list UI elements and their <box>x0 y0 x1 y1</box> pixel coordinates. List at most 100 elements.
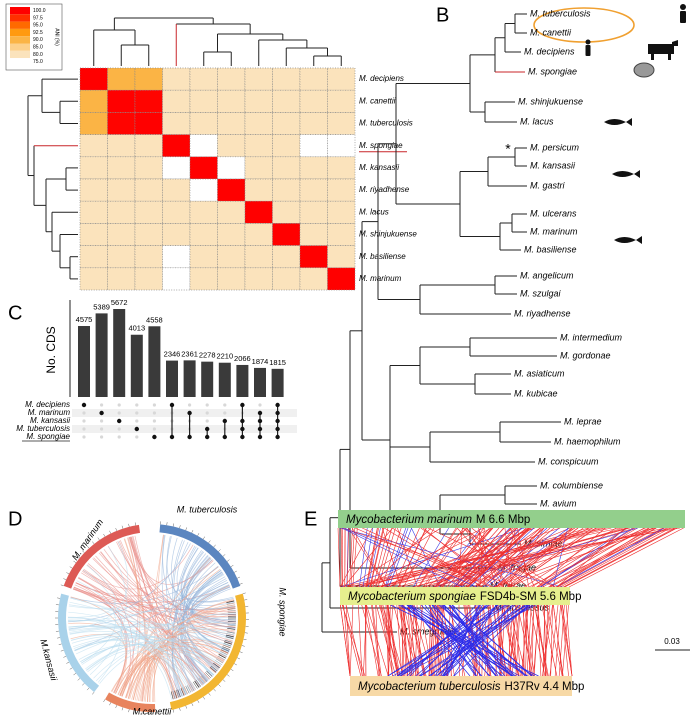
matrix-dot <box>205 426 210 432</box>
arc-tick <box>242 592 246 594</box>
link-ribbon <box>148 606 236 702</box>
synteny-link <box>536 527 635 588</box>
arc-tick <box>218 549 221 552</box>
link-ribbon <box>125 602 235 698</box>
link-ribbon <box>119 628 236 696</box>
synteny-link <box>476 527 544 588</box>
heatmap-cell <box>79 223 108 246</box>
link-ribbon <box>165 536 205 684</box>
arc-tick <box>60 584 64 587</box>
heatmap-cell <box>79 178 108 202</box>
gene-mark <box>170 691 174 700</box>
matrix-dot-bg <box>117 411 121 415</box>
heatmap-cell <box>272 223 301 246</box>
synteny-link <box>557 527 667 588</box>
synteny-link <box>466 527 504 588</box>
panel-label: C <box>8 302 22 324</box>
heatmap-cell <box>299 200 328 224</box>
taxon-label: M. shinjukuense <box>518 96 583 106</box>
synteny-link <box>342 604 362 677</box>
matrix-dot-bg <box>100 427 104 431</box>
link-ribbon <box>82 569 123 683</box>
synteny-link <box>550 604 553 677</box>
link-ribbon <box>103 548 235 633</box>
matrix-dot <box>275 402 280 408</box>
gene-mark <box>218 654 226 659</box>
link-ribbon <box>191 584 236 621</box>
gene-mark <box>192 681 198 689</box>
synteny-link <box>403 604 408 677</box>
heatmap-cell <box>217 134 246 158</box>
taxon-label: M. columbiense <box>540 480 603 490</box>
matrix-dot <box>257 418 263 424</box>
heatmap-cell <box>107 178 136 202</box>
link-ribbon <box>153 534 164 702</box>
synteny-link <box>525 604 528 677</box>
arc-tick <box>86 687 90 691</box>
matrix-dot <box>275 434 280 440</box>
gene-mark <box>175 690 179 698</box>
heatmap-cell <box>107 245 136 269</box>
link-ribbon <box>147 611 236 702</box>
heatmap-cell <box>162 112 191 135</box>
heatmap-cell <box>244 67 273 91</box>
heatmap-cell <box>162 178 191 202</box>
gene-mark <box>227 610 236 612</box>
heatmap-cell <box>244 156 273 180</box>
gene-mark <box>217 655 225 661</box>
heatmap-cell <box>244 200 273 224</box>
heatmap-cell <box>162 89 191 113</box>
arc-tick <box>244 599 248 601</box>
link-ribbon <box>70 566 219 604</box>
bar-value-label: 2066 <box>234 354 251 363</box>
arc-tick <box>226 674 230 677</box>
heatmap-cell <box>299 112 328 135</box>
gene-mark <box>226 602 235 605</box>
synteny-link <box>420 527 505 588</box>
synteny-link <box>396 604 488 677</box>
arc-tick <box>243 638 247 641</box>
heatmap-cell <box>107 267 136 291</box>
synteny-link <box>537 604 542 677</box>
legend-tick-label: 97.5 <box>33 15 43 21</box>
arc-tick <box>121 707 124 711</box>
synteny-link <box>403 527 435 588</box>
link-ribbon <box>68 604 236 613</box>
heatmap-cell <box>189 67 218 91</box>
species-label: M. basiliense <box>359 252 406 261</box>
synteny-link <box>375 527 393 588</box>
species-label: M. riyadhense <box>359 185 410 194</box>
taxon-label: M. ulcerans <box>530 208 577 218</box>
legend-tick-label: 85.0 <box>33 44 43 50</box>
link-ribbon <box>78 644 187 696</box>
synteny-link <box>379 604 401 677</box>
taxon-label: M. asiaticum <box>514 368 565 378</box>
gene-mark <box>227 629 235 632</box>
matrix-dot <box>257 410 263 416</box>
synteny-link <box>434 527 635 588</box>
synteny-link <box>548 527 653 588</box>
genome-label: M. tuberculosis <box>177 504 238 514</box>
heatmap-cell <box>107 156 136 180</box>
heatmap-cell <box>327 112 356 135</box>
matrix-dot-bg <box>205 403 209 407</box>
synteny-link <box>542 604 546 677</box>
heatmap-cell <box>299 156 328 180</box>
synteny-link <box>453 604 529 677</box>
arc-tick <box>63 578 67 580</box>
synteny-link <box>517 527 530 588</box>
arc-tick <box>86 545 90 549</box>
synteny-link <box>534 604 549 677</box>
bar-value-label: 5389 <box>93 302 110 311</box>
link-ribbon <box>80 644 203 686</box>
gene-mark <box>194 680 200 688</box>
link-ribbon <box>143 599 234 702</box>
link-ribbon <box>136 658 175 701</box>
taxon-label: M. decipiens <box>524 46 575 56</box>
synteny-link <box>365 527 378 588</box>
heatmap-cell <box>134 267 163 291</box>
synteny-link <box>380 527 561 588</box>
synteny-link <box>431 604 436 677</box>
synteny-link <box>400 604 509 677</box>
